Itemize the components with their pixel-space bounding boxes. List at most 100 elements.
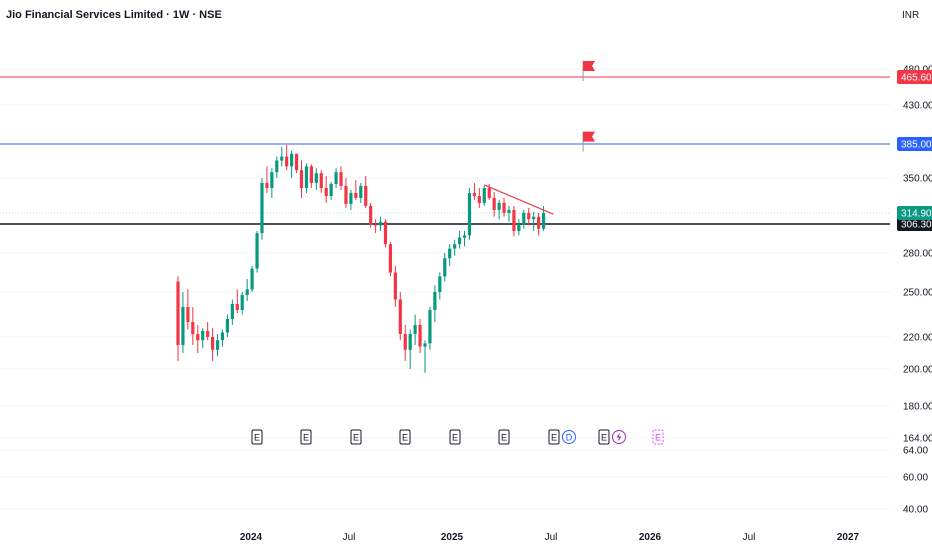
candle-body	[181, 307, 185, 345]
time-tick-label: 2027	[837, 532, 860, 543]
candle-body	[275, 160, 279, 173]
candle-body	[299, 170, 304, 188]
candle-body	[196, 334, 200, 341]
candle-body	[354, 192, 358, 198]
candle-body	[398, 299, 402, 334]
earnings-letter: E	[303, 433, 309, 443]
currency-label: INR	[902, 10, 920, 21]
earnings-icon	[548, 429, 560, 445]
time-tick-label: Jul	[743, 532, 756, 543]
candle-body	[339, 172, 343, 186]
last-price-tag	[897, 206, 932, 220]
candle-body	[245, 289, 249, 295]
candle-body	[349, 192, 353, 204]
candle-body	[453, 244, 457, 249]
price-tick-label: 164.00	[903, 434, 932, 445]
earnings-letter: E	[601, 433, 607, 443]
price-tick-label: 220.00	[903, 333, 932, 344]
candle-body	[319, 173, 323, 188]
candle-body	[265, 182, 269, 188]
earnings-icon	[251, 429, 263, 445]
candle-body	[512, 209, 516, 231]
candle-body	[527, 212, 531, 220]
earnings-letter: E	[551, 433, 557, 443]
candle-body	[270, 172, 274, 188]
candle-body	[369, 205, 373, 225]
time-axis[interactable]: 2024 Jul 2025 Jul 2026 Jul 2027	[240, 532, 860, 543]
candle-body	[492, 197, 496, 210]
candle-body	[541, 213, 546, 229]
price-tick-label: 40.00	[903, 505, 928, 516]
flag-icon	[583, 61, 596, 71]
earnings-icon	[399, 429, 411, 445]
candles	[176, 144, 546, 373]
candle-body	[448, 248, 452, 259]
earnings-icon	[652, 429, 664, 445]
candle-body	[359, 185, 363, 198]
candle-body	[457, 237, 462, 245]
price-axis[interactable]: 480.00430.00385.00350.00280.00250.00220.…	[897, 65, 932, 516]
grid	[0, 68, 890, 510]
candle-body	[255, 233, 259, 269]
level-price-tag	[897, 217, 932, 231]
candle-body	[220, 332, 225, 341]
candle-body	[393, 272, 397, 300]
candle-body	[423, 343, 427, 347]
candle-body	[240, 295, 244, 310]
candle-body	[403, 334, 407, 350]
candle-body	[537, 216, 541, 229]
candle-body	[186, 307, 190, 322]
candle-body	[260, 182, 264, 234]
candle-body	[329, 183, 333, 196]
time-tick-label: Jul	[545, 532, 558, 543]
candle-body	[507, 209, 511, 213]
candle-body	[472, 192, 476, 196]
price-tick-label: 200.00	[903, 365, 932, 376]
candle-body	[522, 212, 526, 225]
earnings-letter: E	[501, 433, 507, 443]
candle-body	[215, 340, 220, 350]
candle-body	[230, 304, 234, 319]
candle-body	[462, 235, 467, 238]
candle-body	[467, 192, 472, 236]
time-tick-label: 2024	[240, 532, 263, 543]
candle-body	[408, 334, 412, 350]
candle-body	[477, 195, 481, 203]
earnings-icon	[598, 429, 610, 445]
candle-body	[364, 185, 368, 206]
candle-body	[443, 258, 447, 277]
price-tick-label: 280.00	[903, 249, 932, 260]
price-tick-label: 60.00	[903, 473, 928, 484]
price-tick-label: 430.00	[903, 101, 932, 112]
last-price-label: 314.90	[901, 209, 932, 220]
candle-body	[176, 281, 180, 345]
candle-body	[502, 202, 506, 213]
level-price-label: 385.00	[901, 140, 932, 151]
candle-body	[517, 224, 521, 231]
candle-body	[235, 304, 239, 310]
candle-body	[532, 216, 536, 220]
candle-body	[482, 187, 486, 203]
candle-body	[378, 221, 383, 226]
dividend-icon	[562, 430, 576, 444]
candle-body	[428, 310, 432, 344]
earnings-letter: E	[402, 433, 408, 443]
flag-icon	[583, 131, 596, 142]
lightning-icon	[616, 432, 622, 442]
time-tick-label: 2025	[441, 532, 464, 543]
level-price-tag	[897, 137, 932, 151]
candle-body	[280, 156, 284, 161]
candle-body	[201, 331, 205, 341]
time-tick-label: 2026	[639, 532, 662, 543]
candle-body	[225, 319, 229, 333]
earnings-letter: E	[655, 433, 661, 443]
candle-body	[413, 325, 417, 334]
candle-body	[433, 292, 437, 310]
trendline	[484, 184, 554, 215]
candle-body	[383, 221, 388, 245]
earnings-icon	[300, 429, 312, 445]
candle-body	[374, 224, 378, 226]
earnings-letter: E	[353, 433, 359, 443]
